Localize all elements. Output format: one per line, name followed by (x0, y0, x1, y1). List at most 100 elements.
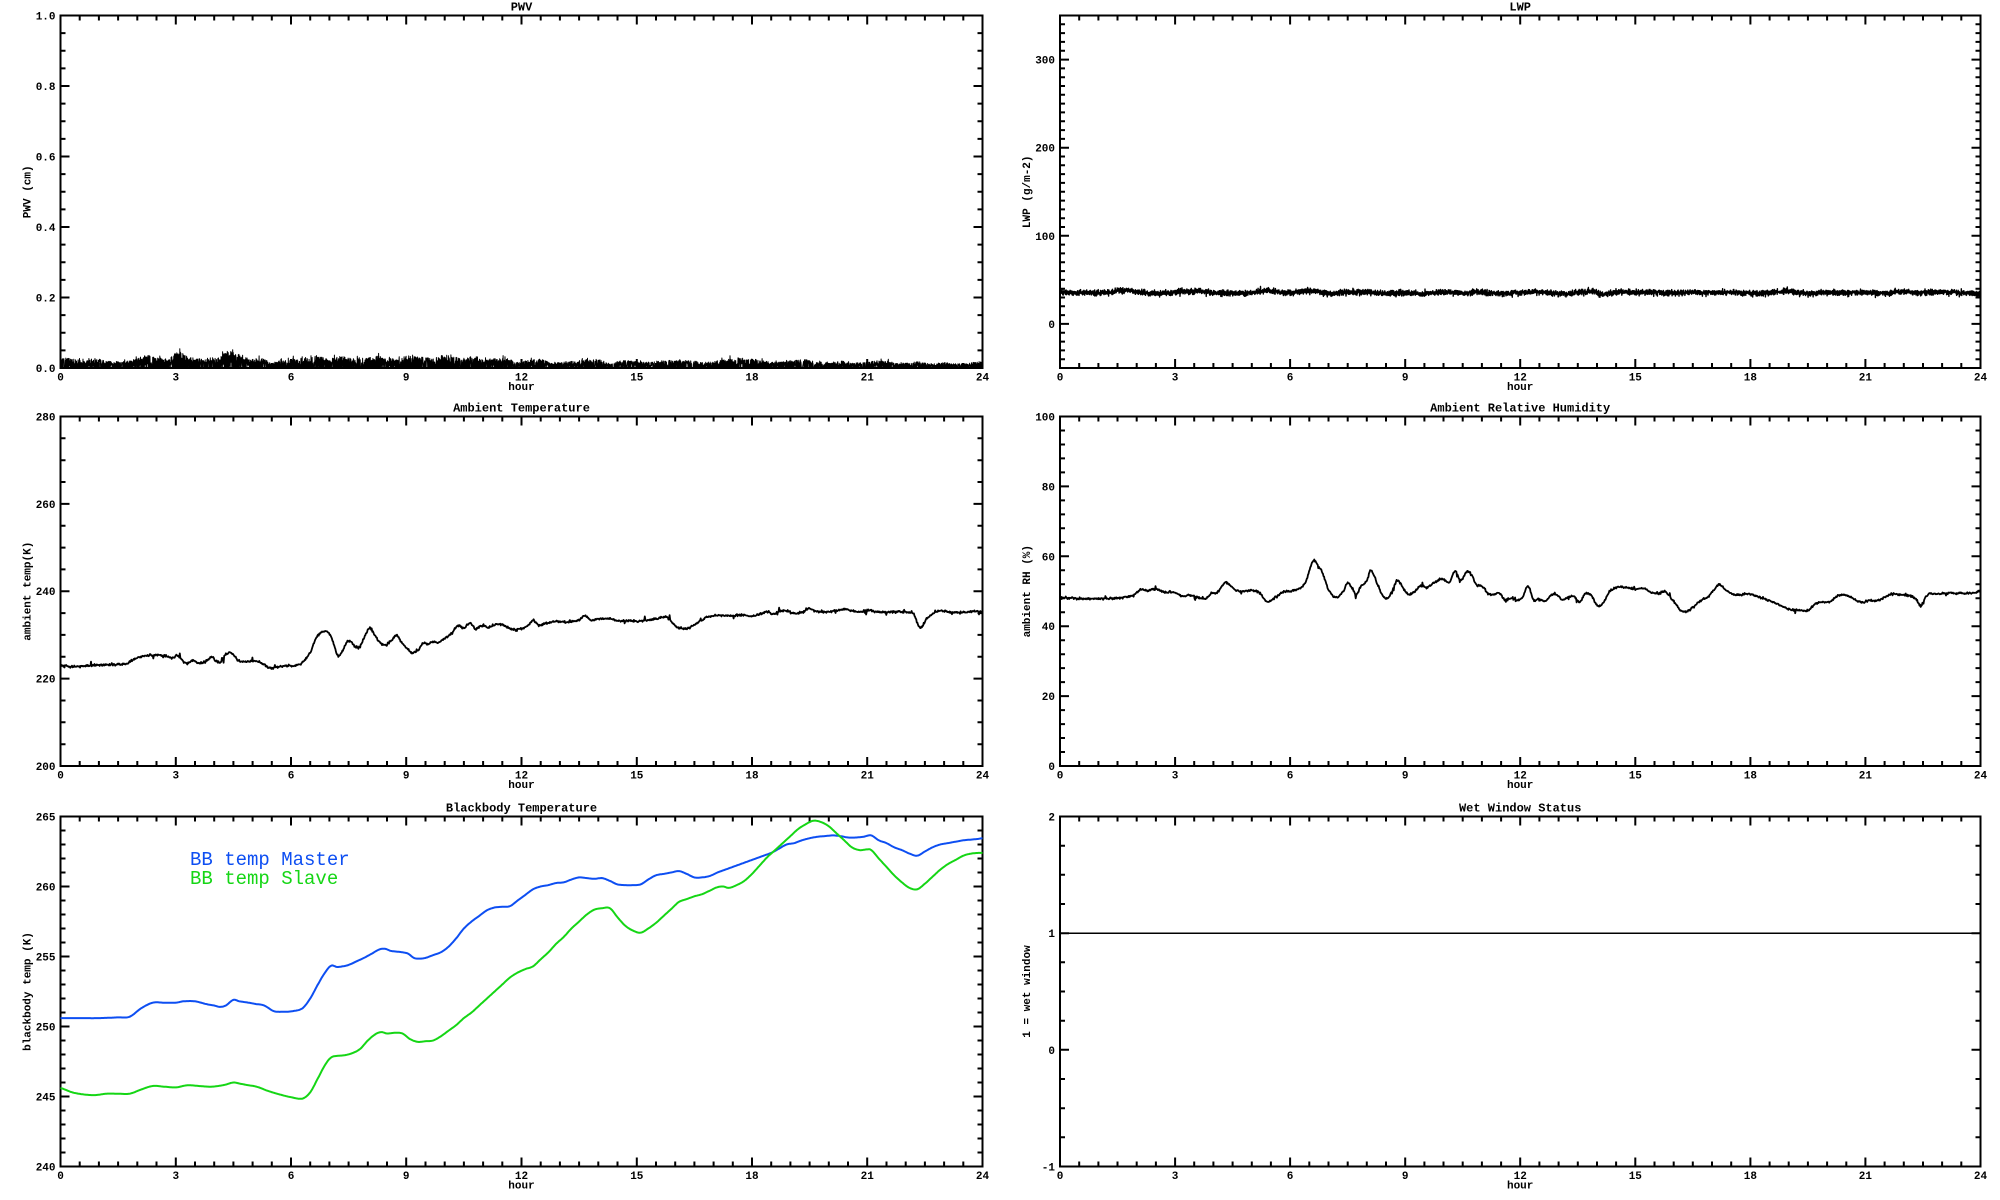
svg-text:18: 18 (745, 373, 759, 385)
svg-text:3: 3 (1172, 373, 1179, 385)
svg-text:24: 24 (1974, 373, 1988, 385)
svg-text:260: 260 (36, 500, 56, 512)
svg-text:0.4: 0.4 (36, 223, 56, 235)
svg-text:18: 18 (1744, 771, 1758, 783)
svg-text:LWP (g/m-2): LWP (g/m-2) (1022, 155, 1034, 228)
svg-text:18: 18 (1744, 373, 1758, 385)
svg-text:15: 15 (630, 1171, 644, 1183)
svg-text:0: 0 (1048, 320, 1055, 332)
svg-text:hour: hour (1507, 1181, 1533, 1193)
svg-text:3: 3 (1172, 1171, 1179, 1183)
svg-text:200: 200 (36, 762, 56, 774)
svg-text:0: 0 (1057, 1171, 1064, 1183)
svg-text:6: 6 (1287, 373, 1294, 385)
svg-text:15: 15 (1629, 771, 1643, 783)
svg-text:9: 9 (1402, 1171, 1409, 1183)
svg-text:18: 18 (745, 771, 759, 783)
svg-text:Ambient Temperature: Ambient Temperature (453, 402, 590, 416)
svg-text:80: 80 (1042, 482, 1055, 494)
svg-text:6: 6 (288, 771, 295, 783)
svg-text:6: 6 (288, 1171, 295, 1183)
svg-text:21: 21 (861, 373, 875, 385)
svg-text:2: 2 (1048, 813, 1055, 825)
svg-text:0.0: 0.0 (36, 364, 56, 376)
svg-text:12: 12 (1514, 373, 1527, 385)
svg-text:0: 0 (1048, 762, 1055, 774)
svg-text:9: 9 (1402, 373, 1409, 385)
svg-text:6: 6 (1287, 1171, 1294, 1183)
svg-text:hour: hour (1507, 780, 1533, 792)
svg-text:300: 300 (1035, 56, 1055, 68)
svg-text:9: 9 (1402, 771, 1409, 783)
svg-text:280: 280 (36, 413, 56, 425)
svg-text:255: 255 (36, 953, 56, 965)
svg-text:245: 245 (36, 1093, 56, 1105)
svg-text:18: 18 (745, 1171, 759, 1183)
svg-text:20: 20 (1042, 692, 1055, 704)
svg-text:21: 21 (1859, 1171, 1873, 1183)
svg-text:3: 3 (172, 1171, 179, 1183)
svg-text:0.6: 0.6 (36, 153, 56, 165)
svg-text:-1: -1 (1042, 1163, 1056, 1175)
svg-text:Blackbody Temperature: Blackbody Temperature (446, 802, 597, 816)
svg-text:0: 0 (57, 1171, 64, 1183)
svg-text:0: 0 (1057, 771, 1064, 783)
svg-text:250: 250 (36, 1023, 56, 1035)
svg-text:12: 12 (1514, 1171, 1527, 1183)
svg-text:18: 18 (1744, 1171, 1758, 1183)
svg-text:21: 21 (861, 771, 875, 783)
svg-text:BB temp Slave: BB temp Slave (190, 868, 338, 890)
svg-text:9: 9 (403, 1171, 410, 1183)
svg-text:9: 9 (403, 771, 410, 783)
svg-text:260: 260 (36, 883, 56, 895)
svg-text:15: 15 (630, 373, 644, 385)
svg-text:LWP: LWP (1509, 1, 1531, 15)
svg-text:ambient temp(K): ambient temp(K) (23, 542, 35, 641)
svg-text:21: 21 (1859, 771, 1873, 783)
svg-text:blackbody temp (K): blackbody temp (K) (23, 932, 35, 1051)
svg-text:24: 24 (976, 771, 990, 783)
svg-text:265: 265 (36, 813, 56, 825)
svg-text:0.2: 0.2 (36, 294, 56, 306)
svg-text:0.8: 0.8 (36, 82, 56, 94)
svg-text:24: 24 (976, 373, 990, 385)
svg-text:6: 6 (288, 373, 295, 385)
svg-text:12: 12 (515, 373, 528, 385)
svg-text:240: 240 (36, 587, 56, 599)
svg-text:PWV (cm): PWV (cm) (23, 165, 35, 218)
svg-text:1.0: 1.0 (36, 12, 56, 24)
svg-text:6: 6 (1287, 771, 1294, 783)
svg-text:12: 12 (1514, 771, 1527, 783)
svg-text:12: 12 (515, 771, 528, 783)
svg-text:21: 21 (861, 1171, 875, 1183)
svg-text:100: 100 (1035, 413, 1055, 425)
svg-text:60: 60 (1042, 552, 1055, 564)
svg-text:hour: hour (508, 780, 534, 792)
svg-text:9: 9 (403, 373, 410, 385)
svg-text:0: 0 (1048, 1046, 1055, 1058)
svg-text:240: 240 (36, 1163, 56, 1175)
svg-text:24: 24 (1974, 771, 1988, 783)
svg-text:0: 0 (57, 771, 64, 783)
svg-text:3: 3 (1172, 771, 1179, 783)
svg-text:3: 3 (172, 771, 179, 783)
svg-text:12: 12 (515, 1171, 528, 1183)
svg-text:21: 21 (1859, 373, 1873, 385)
svg-text:0: 0 (57, 373, 64, 385)
svg-text:ambient RH (%): ambient RH (%) (1022, 545, 1034, 637)
svg-text:hour: hour (508, 1181, 534, 1193)
svg-text:hour: hour (508, 382, 534, 394)
svg-text:24: 24 (976, 1171, 990, 1183)
svg-text:hour: hour (1507, 382, 1533, 394)
svg-text:BB temp Master: BB temp Master (190, 849, 350, 871)
svg-text:3: 3 (172, 373, 179, 385)
svg-text:40: 40 (1042, 622, 1055, 634)
svg-text:0: 0 (1057, 373, 1064, 385)
svg-text:220: 220 (36, 675, 56, 687)
svg-text:Wet Window Status: Wet Window Status (1459, 802, 1581, 816)
svg-text:15: 15 (1629, 1171, 1643, 1183)
svg-text:15: 15 (630, 771, 644, 783)
svg-text:100: 100 (1035, 232, 1055, 244)
svg-text:200: 200 (1035, 144, 1055, 156)
svg-text:24: 24 (1974, 1171, 1988, 1183)
